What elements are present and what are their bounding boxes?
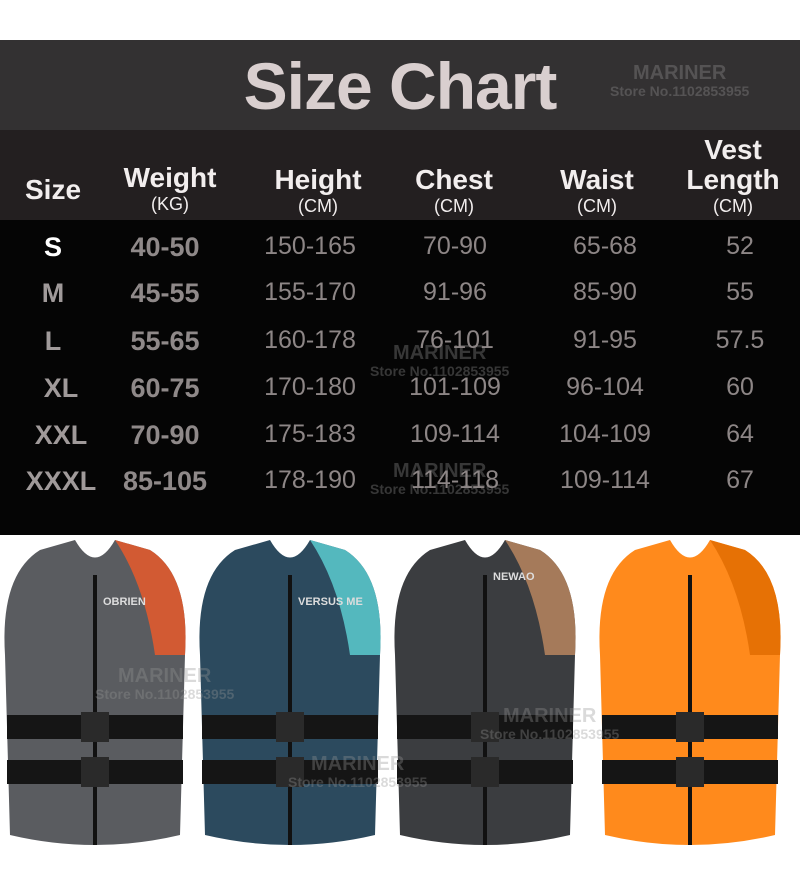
table-cell: 64 [726,420,754,448]
table-row: L 55-65 160-178 76-101 91-95 57.5 [0,326,800,373]
table-cell: 109-114 [410,420,500,448]
table-cell: 55 [726,278,754,306]
table-cell: 70-90 [130,420,200,450]
table-row: XXL 70-90 175-183 109-114 104-109 64 [0,420,800,467]
table-cell: 60-75 [130,373,200,403]
table-cell: 91-96 [423,278,487,306]
table-cell: 178-190 [264,466,356,494]
size-label: S [43,232,63,262]
size-label: M [41,278,65,308]
table-row: M 45-55 155-170 91-96 85-90 55 [0,278,800,325]
watermark: MARINER Store No.1102853955 [288,753,428,790]
column-header-waist: Waist (CM) [560,164,634,217]
table-cell: 101-109 [409,373,501,401]
page-title: Size Chart [243,49,558,123]
table-cell: 175-183 [264,420,356,448]
watermark: MARINER Store No.1102853955 [370,342,510,379]
vest-logo: NEWAO [493,571,535,583]
watermark: MARINER Store No.1102853955 [370,460,510,497]
size-label: XXL [34,420,88,450]
size-table: MARINER Store No.1102853955 MARINER Store … [0,220,800,535]
table-cell: 96-104 [566,373,644,401]
table-cell: 104-109 [559,420,651,448]
table-row: XXXL 85-105 178-190 114-118 109-114 67 [0,466,800,513]
watermark: MARINER Store No.1102853955 [480,705,620,742]
table-cell: 65-68 [573,232,637,260]
table-cell: 60 [726,373,754,401]
vest-logo: VERSUS ME [298,596,363,608]
table-cell: 76-101 [416,326,494,354]
table-cell: 40-50 [130,232,200,262]
table-cell: 67 [726,466,754,494]
vest-logo: OBRIEN [103,596,146,608]
table-row: XL 60-75 170-180 101-109 96-104 60 [0,373,800,420]
column-header-chest: Chest (CM) [415,164,493,217]
table-cell: 155-170 [264,278,356,306]
table-cell: 160-178 [264,326,356,354]
table-header: Size Weight (KG) Height (CM) Chest (CM) Wai… [0,130,800,220]
title-band: Size Chart MARINER Store No.1102853955 [0,40,800,130]
table-cell: 114-118 [410,466,500,494]
table-cell: 85-105 [122,466,208,496]
watermark: MARINER Store No.1102853955 [95,665,235,702]
table-cell: 170-180 [264,373,356,401]
column-header-height: Height (CM) [274,164,362,217]
table-cell: 109-114 [560,466,650,494]
size-label: XL [43,373,79,403]
table-cell: 52 [726,232,754,260]
life-vest-image: VERSUS ME [199,540,381,845]
life-vest-image: OBRIEN [4,540,186,845]
table-cell: 85-90 [573,278,637,306]
table-cell: 55-65 [130,326,200,356]
column-header-size: Size [24,174,82,205]
table-cell: 45-55 [130,278,200,308]
table-cell: 91-95 [573,326,637,354]
watermark: MARINER Store No.1102853955 [610,62,750,99]
life-vest-image: NEWAO [394,540,576,845]
size-label: L [44,326,62,356]
table-row: S 40-50 150-165 70-90 65-68 52 [0,232,800,279]
table-cell: 57.5 [715,326,765,354]
column-header-vest-length: Vest Length (CM) [686,134,780,217]
product-images: OBRIEN VERSUS ME NEWAO MARINER Store No.110… [0,535,800,871]
table-cell: 150-165 [264,232,356,260]
life-vest-image [599,540,781,845]
table-cell: 70-90 [423,232,487,260]
size-label: XXXL [25,466,97,496]
column-header-weight: Weight (KG) [123,162,217,215]
